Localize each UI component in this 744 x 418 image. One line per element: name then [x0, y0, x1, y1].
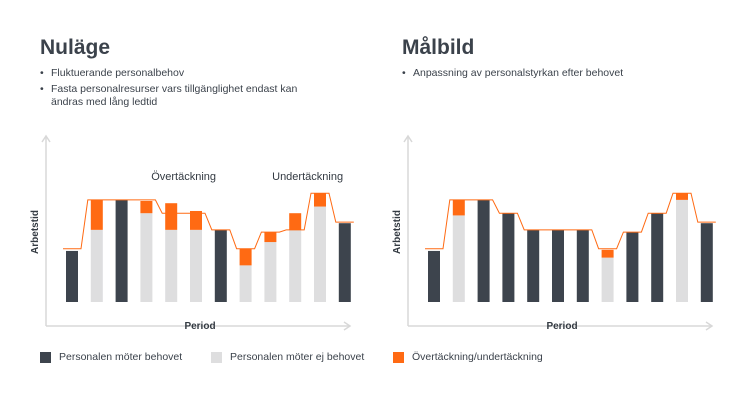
bar — [601, 257, 614, 302]
bar — [190, 229, 202, 302]
y-axis-arrow-icon — [41, 134, 51, 143]
legend-label: Personalen möter behovet — [59, 351, 183, 363]
bar — [626, 232, 639, 302]
bar-segment-over-under — [140, 200, 153, 214]
bar — [527, 229, 540, 302]
bar — [676, 199, 688, 302]
bar — [502, 213, 515, 302]
bar-segment-over-under — [601, 249, 614, 258]
x-axis-arrow-icon — [343, 321, 352, 331]
bar-segment-over-under — [239, 248, 252, 266]
bar-segment-over-under — [314, 193, 326, 207]
bar — [477, 199, 490, 302]
bar — [264, 242, 277, 302]
bar — [239, 265, 252, 302]
bar-segment-over-under — [452, 199, 465, 216]
bullet-text: Anpassning av personalstyrkan efter beho… — [413, 67, 624, 79]
bar — [428, 250, 440, 302]
bar — [115, 199, 128, 302]
y-axis-arrow-icon — [403, 134, 413, 143]
legend-label: Övertäckning/undertäckning — [412, 351, 543, 363]
legend: Personalen möter behovet Personalen möte… — [40, 351, 730, 369]
legend-item-over-under: Övertäckning/undertäckning — [393, 351, 543, 363]
x-axis-label: Period — [546, 321, 577, 332]
annotation-label: Övertäckning — [151, 171, 216, 183]
chart-malbild: Period Arbetstid — [392, 134, 716, 332]
panel-title: Nuläge — [40, 36, 111, 59]
annotation-label: Undertäckning — [272, 171, 343, 183]
bullet-item: • Fasta personalresurser vars tillgänglig… — [40, 83, 330, 109]
x-axis-arrow-icon — [705, 321, 714, 331]
bullet-list: • Anpassning av personalstyrkan efter beh… — [402, 67, 692, 83]
bar — [700, 223, 713, 302]
panel-title: Målbild — [402, 36, 475, 59]
bullet-dot-icon: • — [40, 67, 44, 79]
bar-segment-over-under — [190, 210, 202, 230]
y-axis-label: Arbetstid — [30, 210, 41, 254]
bar — [66, 250, 78, 302]
bullet-item: • Anpassning av personalstyrkan efter beh… — [402, 67, 692, 80]
legend-swatch — [393, 351, 404, 363]
bullet-text: Fluktuerande personalbehov — [51, 67, 185, 79]
bar-segment-over-under — [676, 193, 688, 200]
bar-segment-over-under — [165, 203, 178, 230]
chart-nulage: Övertäckning Undertäckning Period Arbetstid — [30, 134, 354, 332]
bullet-list: • Fluktuerande personalbehov • Fasta perso… — [40, 67, 330, 112]
bar — [314, 206, 326, 302]
bar — [214, 229, 227, 302]
bar — [90, 229, 103, 302]
bullet-dot-icon: • — [40, 83, 44, 95]
bullet-text: Fasta personalresurser vars tillgängligh… — [51, 83, 298, 108]
bullet-dot-icon: • — [402, 67, 406, 79]
bar-segment-over-under — [289, 213, 302, 230]
legend-item-meets: Personalen möter behovet — [40, 351, 182, 363]
x-axis-label: Period — [184, 321, 215, 332]
legend-label: Personalen möter ej behovet — [230, 351, 365, 363]
bar — [576, 229, 589, 302]
bar — [651, 213, 664, 302]
bar-segment-over-under — [90, 199, 103, 230]
panel-malbild: Målbild • Anpassning av personalstyrkan e… — [362, 0, 734, 350]
y-axis-label: Arbetstid — [392, 210, 403, 254]
bar-segment-over-under — [264, 232, 277, 243]
bullet-item: • Fluktuerande personalbehov — [40, 67, 330, 80]
bar — [165, 229, 178, 302]
bar — [140, 213, 153, 302]
demand-line — [425, 192, 716, 250]
bar — [289, 229, 302, 302]
demand-line — [63, 192, 354, 250]
legend-swatch — [211, 351, 222, 363]
bar — [338, 223, 351, 302]
panel-nulage: Nuläge • Fluktuerande personalbehov • Fast… — [0, 0, 372, 350]
bar — [552, 229, 564, 302]
legend-item-not-meets: Personalen möter ej behovet — [211, 351, 364, 363]
bar — [452, 215, 465, 302]
legend-swatch — [40, 351, 51, 363]
